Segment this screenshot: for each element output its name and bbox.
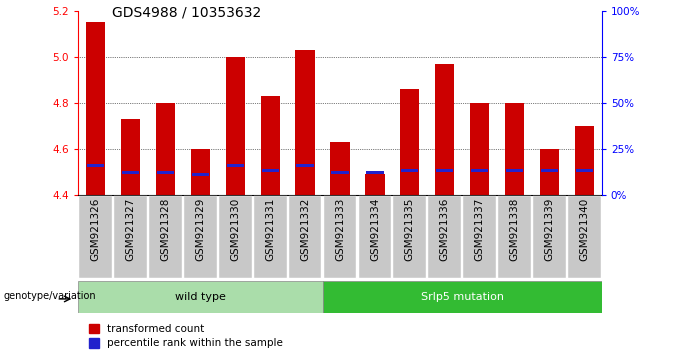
Text: GDS4988 / 10353632: GDS4988 / 10353632 [112, 5, 261, 19]
FancyBboxPatch shape [533, 196, 566, 278]
Text: GSM921328: GSM921328 [160, 198, 171, 262]
Bar [296, 50, 315, 195]
Text: GSM921339: GSM921339 [545, 198, 554, 262]
FancyBboxPatch shape [463, 196, 496, 278]
FancyBboxPatch shape [80, 196, 112, 278]
Bar [331, 171, 349, 174]
Bar [540, 149, 559, 195]
FancyBboxPatch shape [394, 196, 426, 278]
Bar [87, 164, 104, 167]
Bar [296, 164, 313, 167]
FancyBboxPatch shape [322, 281, 602, 313]
Legend: transformed count, percentile rank within the sample: transformed count, percentile rank withi… [88, 324, 284, 348]
Bar [192, 173, 209, 176]
Text: GSM921336: GSM921336 [440, 198, 449, 262]
Bar [122, 171, 139, 174]
Text: genotype/variation: genotype/variation [3, 291, 96, 301]
Text: Srlp5 mutation: Srlp5 mutation [421, 292, 504, 302]
FancyBboxPatch shape [358, 196, 391, 278]
Bar [226, 164, 244, 167]
FancyBboxPatch shape [428, 196, 461, 278]
FancyBboxPatch shape [324, 196, 356, 278]
Bar [436, 169, 454, 172]
FancyBboxPatch shape [219, 196, 252, 278]
FancyBboxPatch shape [149, 196, 182, 278]
Bar [575, 126, 594, 195]
Text: GSM921329: GSM921329 [195, 198, 205, 262]
Bar [330, 142, 350, 195]
Bar [260, 96, 279, 195]
Text: GSM921334: GSM921334 [370, 198, 380, 262]
Bar [401, 169, 418, 172]
Bar [505, 103, 524, 195]
FancyBboxPatch shape [289, 196, 322, 278]
Text: GSM921326: GSM921326 [90, 198, 101, 262]
FancyBboxPatch shape [568, 196, 600, 278]
Bar [401, 89, 420, 195]
Text: GSM921331: GSM921331 [265, 198, 275, 262]
FancyBboxPatch shape [254, 196, 286, 278]
FancyBboxPatch shape [114, 196, 147, 278]
Text: GSM921337: GSM921337 [475, 198, 485, 262]
Text: GSM921332: GSM921332 [300, 198, 310, 262]
Bar [471, 169, 488, 172]
Bar [365, 174, 384, 195]
Bar [156, 103, 175, 195]
Bar [191, 149, 210, 195]
Text: wild type: wild type [175, 292, 226, 302]
Text: GSM921340: GSM921340 [579, 198, 590, 261]
Text: GSM921330: GSM921330 [231, 198, 240, 261]
Bar [367, 171, 384, 174]
Text: GSM921335: GSM921335 [405, 198, 415, 262]
Bar [121, 119, 140, 195]
FancyBboxPatch shape [498, 196, 531, 278]
Bar [435, 64, 454, 195]
Bar [506, 169, 523, 172]
Bar [541, 169, 558, 172]
FancyBboxPatch shape [78, 281, 322, 313]
Text: GSM921327: GSM921327 [126, 198, 135, 262]
Bar [226, 57, 245, 195]
Bar [576, 169, 593, 172]
Bar [262, 169, 279, 172]
Bar [86, 22, 105, 195]
Bar [470, 103, 489, 195]
Text: GSM921338: GSM921338 [509, 198, 520, 262]
Bar [157, 171, 174, 174]
Text: GSM921333: GSM921333 [335, 198, 345, 262]
FancyBboxPatch shape [184, 196, 217, 278]
